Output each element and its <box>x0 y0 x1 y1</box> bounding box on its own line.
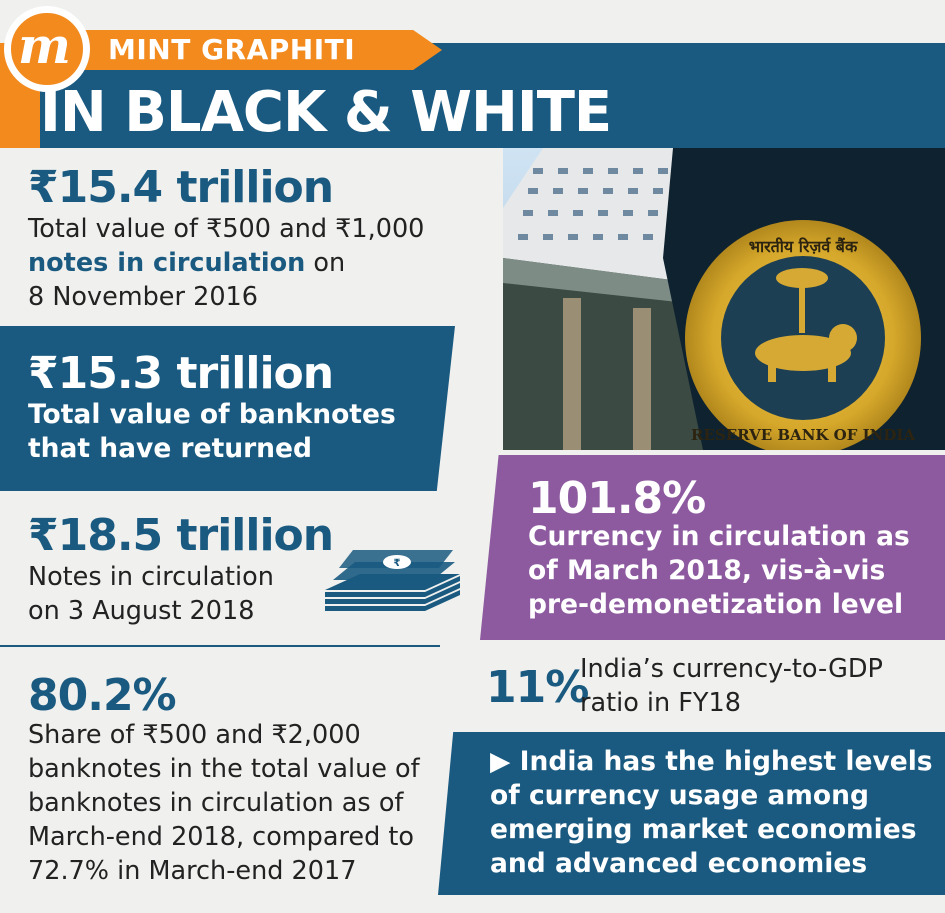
ratio-line2: ratio in FY18 <box>580 688 741 718</box>
stat1-line3: 8 November 2016 <box>28 282 258 312</box>
stat3-line2: on 3 August 2018 <box>28 596 255 626</box>
stat4-line3: banknotes in circulation as of <box>28 788 404 818</box>
brand-tag <box>82 30 442 70</box>
conclusion-text: ▶ India has the highest levels of curren… <box>490 745 933 881</box>
stat1-line1: Total value of ₹500 and ₹1,000 <box>28 214 425 244</box>
conclusion-line1: ▶ India has the highest levels <box>490 745 933 779</box>
page-title: IN BLACK & WHITE <box>40 80 612 145</box>
purple-description: Currency in circulation as of March 2018… <box>528 520 910 622</box>
stat4-line4: March-end 2018, compared to <box>28 822 414 852</box>
conclusion-box <box>438 732 945 895</box>
stat2-line1: Total value of banknotes <box>28 399 396 430</box>
mint-logo-icon <box>4 6 90 92</box>
rbi-building-photo: भारतीय रिज़र्व बैंक RESERVE BANK OF INDI… <box>503 148 945 450</box>
stat4-line2: banknotes in the total value of <box>28 754 420 784</box>
seal-text-bottom: RESERVE BANK OF INDIA <box>691 426 915 444</box>
svg-text:₹: ₹ <box>394 558 401 569</box>
money-stack-icon: ₹ <box>325 550 460 611</box>
stat1-description: Total value of ₹500 and ₹1,000 notes in … <box>28 212 458 314</box>
stat1-value: ₹15.4 trillion <box>28 162 334 213</box>
stat4-line1: Share of ₹500 and ₹2,000 <box>28 720 361 750</box>
stat4-value: 80.2% <box>28 670 177 721</box>
play-arrow-icon: ▶ <box>490 746 511 777</box>
stat2-description: Total value of banknotes that have retur… <box>28 398 396 466</box>
mint-logo-letter: m <box>18 16 71 75</box>
conclusion-line1-text: India has the highest levels <box>519 746 933 777</box>
stat4-description: Share of ₹500 and ₹2,000 banknotes in th… <box>28 718 420 888</box>
purple-highlight-box <box>480 455 945 640</box>
stat2-panel <box>0 326 455 491</box>
purple-line2: of March 2018, vis-à-vis <box>528 555 886 586</box>
stat1-emphasis: notes in circulation <box>28 248 306 278</box>
brand-tag-text: MINT GRAPHITI <box>108 33 356 66</box>
stat4-line5: 72.7% in March-end 2017 <box>28 856 357 886</box>
conclusion-line4: and advanced economies <box>490 848 868 879</box>
ratio-description: India’s currency-to-GDP ratio in FY18 <box>580 652 883 720</box>
stat2-line2: that have returned <box>28 433 312 464</box>
ratio-value: 11% <box>486 662 589 713</box>
ratio-line1: India’s currency-to-GDP <box>580 654 883 684</box>
purple-value: 101.8% <box>528 473 706 524</box>
stat3-line1: Notes in circulation <box>28 562 274 592</box>
conclusion-line2: of currency usage among <box>490 780 869 811</box>
stat3-description: Notes in circulation on 3 August 2018 <box>28 560 274 628</box>
stat3-value: ₹18.5 trillion <box>28 510 334 561</box>
purple-line1: Currency in circulation as <box>528 521 910 552</box>
purple-line3: pre-demonetization level <box>528 589 904 620</box>
seal-text-top: भारतीय रिज़र्व बैंक <box>749 237 858 256</box>
stat1-line2: notes in circulation on <box>28 246 458 280</box>
stat1-on: on <box>305 248 346 278</box>
stat2-value: ₹15.3 trillion <box>28 348 334 399</box>
section-divider <box>0 645 440 647</box>
conclusion-line3: emerging market economies <box>490 814 917 845</box>
